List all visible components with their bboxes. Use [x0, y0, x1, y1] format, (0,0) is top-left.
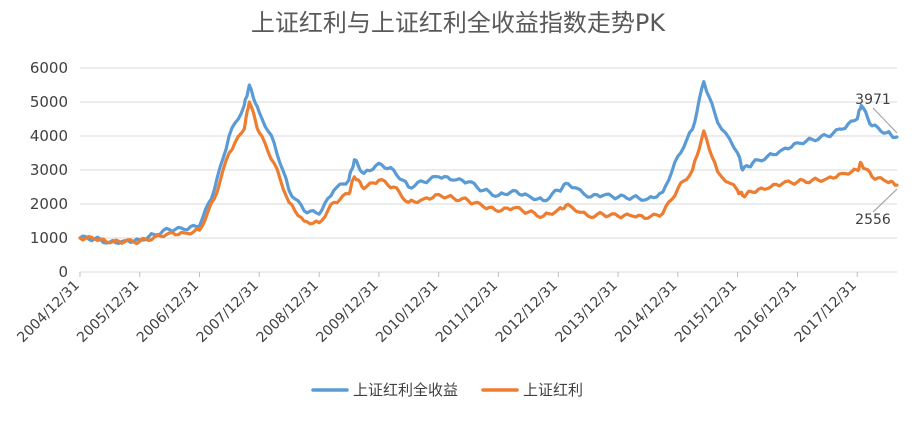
y-tick-label: 3000 [30, 161, 68, 179]
annotation-leader [872, 107, 898, 134]
y-tick-label: 6000 [30, 59, 68, 77]
series-line [78, 80, 899, 245]
x-tick-label: 2010/12/31 [373, 278, 441, 346]
x-tick-label: 2008/12/31 [254, 278, 322, 346]
x-axis-ticks: 2004/12/312005/12/312006/12/312007/12/31… [14, 272, 860, 346]
x-tick-label: 2011/12/31 [433, 278, 501, 346]
legend: 上证红利全收益 上证红利 [311, 381, 583, 399]
legend-label: 上证红利 [523, 381, 583, 399]
chart-title: 上证红利与上证红利全收益指数走势PK [251, 9, 666, 37]
series-line [78, 100, 899, 246]
x-tick-label: 2009/12/31 [313, 278, 381, 346]
annotation-label: 3971 [855, 92, 891, 108]
x-tick-label: 2017/12/31 [792, 278, 860, 346]
y-tick-label: 2000 [30, 195, 68, 213]
series-lines [78, 80, 899, 246]
x-tick-label: 2007/12/31 [194, 278, 262, 346]
y-tick-label: 0 [58, 263, 68, 281]
y-axis-ticks: 0 1000 2000 3000 4000 5000 6000 [30, 59, 68, 281]
annotation-leader [872, 188, 898, 213]
x-tick-label: 2004/12/31 [14, 278, 82, 346]
x-tick-label: 2015/12/31 [672, 278, 740, 346]
y-tick-label: 4000 [30, 127, 68, 145]
y-tick-label: 1000 [30, 229, 68, 247]
grid-lines [80, 67, 897, 273]
x-tick-label: 2012/12/31 [493, 278, 561, 346]
legend-label: 上证红利全收益 [353, 381, 458, 399]
y-tick-label: 5000 [30, 93, 68, 111]
x-tick-label: 2014/12/31 [612, 278, 680, 346]
x-tick-label: 2013/12/31 [553, 278, 621, 346]
x-tick-label: 2006/12/31 [134, 278, 202, 346]
x-tick-label: 2016/12/31 [732, 278, 800, 346]
x-tick-label: 2005/12/31 [74, 278, 142, 346]
end-annotations: 3971 2556 [855, 92, 898, 228]
annotation-label: 2556 [855, 212, 891, 228]
